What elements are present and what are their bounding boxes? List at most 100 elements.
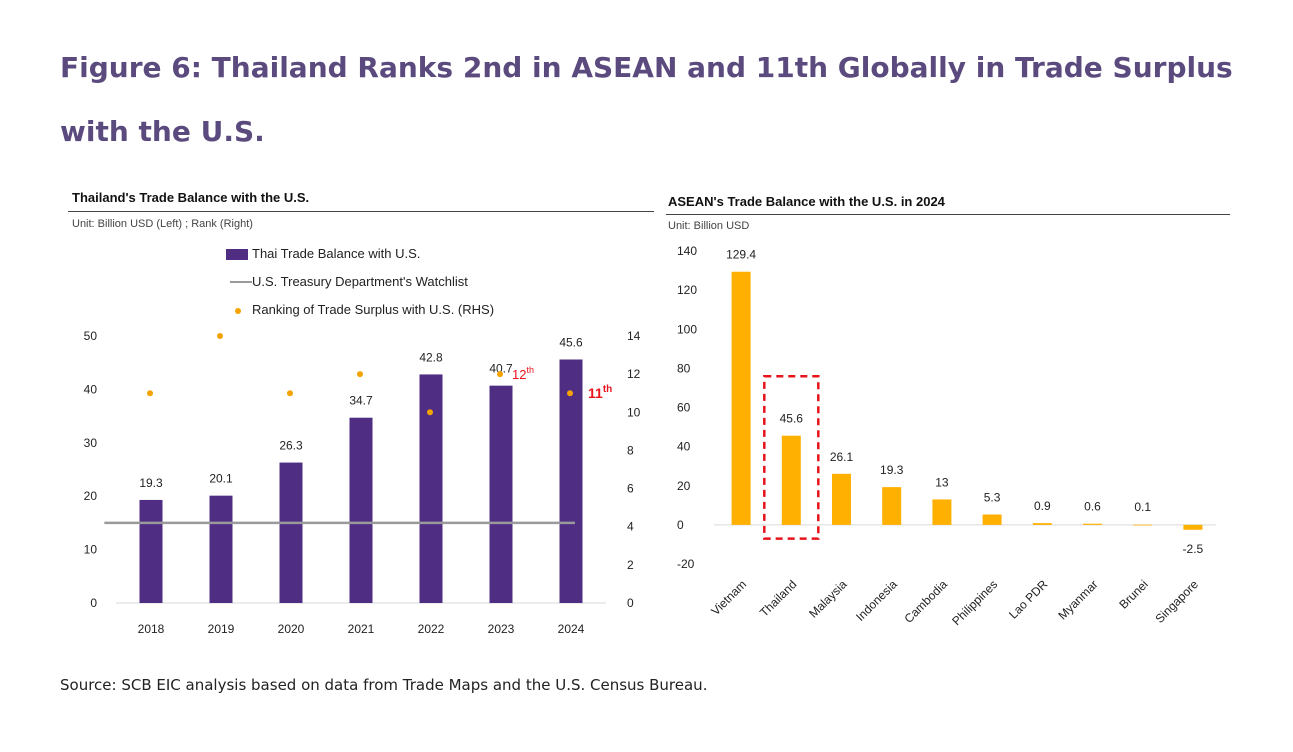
y-tick-label: 50 [84, 329, 98, 343]
y-tick-label: 10 [84, 543, 98, 557]
y-tick-label: 0 [90, 596, 97, 610]
bar-cambodia [932, 499, 952, 525]
y-tick-label: 40 [84, 382, 98, 396]
rank-dot-2018 [147, 390, 153, 397]
bar-value-label: 0.6 [1084, 500, 1101, 514]
bar-value-label: 129.4 [726, 248, 756, 262]
x-tick-label: 2019 [208, 622, 235, 636]
right-chart-plot: -20 0 20 40 60 80 100 120 140 129.4 45.6 26.1 19.3 13… [677, 244, 1216, 628]
x-tick-label: Vietnam [708, 577, 749, 618]
y-tick-label: 40 [677, 440, 691, 454]
bar-value-label: 13 [935, 475, 949, 489]
bar-brunei [1133, 524, 1153, 526]
y-tick-label: 20 [84, 489, 98, 503]
bar-malaysia [832, 473, 851, 525]
y2-tick-label: 12 [627, 367, 641, 381]
bar-thailand [781, 435, 801, 525]
bar-lao-pdr [1032, 523, 1052, 525]
rank-dot-2024 [567, 390, 573, 397]
bar-value-label: 45.6 [780, 412, 804, 426]
legend-label: U.S. Treasury Department's Watchlist [252, 274, 468, 289]
thailand-highlight-box [763, 374, 820, 540]
x-tick-label: Brunei [1116, 577, 1150, 611]
y2-tick-label: 8 [627, 443, 634, 457]
bar-2019 [209, 495, 233, 603]
x-tick-label: 2018 [138, 622, 165, 636]
left-chart-rule [68, 211, 654, 212]
y2-tick-label: 2 [627, 558, 634, 572]
bar-value-label: 19.3 [139, 476, 163, 490]
x-tick-label: Thailand [757, 577, 799, 619]
x-tick-label: Malaysia [806, 577, 850, 621]
figure-title: Figure 6: Thailand Ranks 2nd in ASEAN an… [60, 51, 1233, 148]
y-tick-label: 80 [677, 361, 691, 375]
bar-2023 [489, 385, 513, 603]
rank-annotation-number: 12 [512, 367, 526, 382]
legend-swatch-bar [226, 249, 248, 260]
bar-singapore [1183, 524, 1203, 530]
x-tick-label: Philippines [949, 577, 1000, 628]
x-tick-label: 2021 [348, 622, 375, 636]
bar-value-label: -2.5 [1183, 542, 1204, 556]
bar-2021 [349, 417, 373, 603]
bar-2024 [559, 359, 583, 603]
right-chart-rule [666, 214, 1230, 215]
bar-value-label: 34.7 [349, 394, 373, 408]
source-note: Source: SCB EIC analysis based on data f… [60, 676, 708, 694]
y-tick-label: 30 [84, 436, 98, 450]
rank-dot-2023 [497, 371, 503, 378]
y-tick-label: 140 [677, 244, 697, 258]
y2-tick-label: 10 [627, 405, 641, 419]
rank-dot-2019 [217, 333, 223, 339]
y2-tick-label: 0 [627, 596, 634, 610]
y2-tick-label: 6 [627, 482, 634, 496]
rank-dot-2021 [357, 371, 363, 378]
bar-value-label: 26.1 [830, 450, 854, 464]
bar-value-label: 45.6 [559, 335, 583, 349]
bar-philippines [982, 514, 1002, 525]
x-tick-label: Lao PDR [1006, 577, 1051, 622]
bar-2018 [139, 499, 163, 603]
bar-value-label: 42.8 [419, 350, 443, 364]
bar-value-label: 5.3 [984, 491, 1001, 505]
bar-value-label: 19.3 [880, 463, 904, 477]
bar-value-label: 40.7 [489, 362, 513, 376]
x-tick-label: Cambodia [901, 577, 950, 626]
rank-annotation-2024: 11th [588, 384, 612, 401]
y-tick-label: 0 [677, 518, 684, 532]
x-tick-label: 2020 [278, 622, 305, 636]
left-chart-title: Thailand's Trade Balance with the U.S. [72, 190, 310, 205]
x-tick-label: 2022 [418, 622, 445, 636]
bar-vietnam [731, 271, 751, 525]
left-chart-unit: Unit: Billion USD (Left) ; Rank (Right) [72, 218, 253, 230]
bar-2020 [279, 462, 303, 603]
legend-swatch-line [230, 281, 252, 283]
rank-annotation-2023: 12th [512, 365, 534, 382]
x-tick-label: Singapore [1152, 577, 1201, 626]
y2-tick-label: 4 [627, 520, 634, 534]
bar-value-label: 0.9 [1034, 499, 1051, 513]
bar-2022 [419, 374, 443, 603]
y-tick-label: 20 [677, 479, 691, 493]
x-tick-label: Myanmar [1055, 577, 1100, 622]
bar-value-label: 20.1 [209, 472, 233, 486]
y-tick-label: 100 [677, 322, 697, 336]
rank-annotation-suffix: th [526, 365, 534, 375]
rank-annotation-suffix: th [603, 384, 612, 395]
x-tick-label: Indonesia [853, 577, 900, 624]
y-tick-label: 60 [677, 401, 691, 415]
y-tick-label: -20 [677, 557, 695, 571]
y2-tick-label: 14 [627, 329, 641, 343]
bar-indonesia [882, 487, 902, 525]
x-tick-label: 2024 [558, 622, 585, 636]
bar-myanmar [1083, 523, 1102, 525]
y-tick-label: 120 [677, 283, 697, 297]
rank-dot-2020 [287, 390, 293, 397]
rank-dot-2022 [427, 409, 433, 416]
right-chart-unit: Unit: Billion USD [668, 220, 750, 232]
bar-value-label: 26.3 [279, 439, 303, 453]
legend-label: Ranking of Trade Surplus with U.S. (RHS) [252, 302, 495, 317]
left-chart-plot: 0 10 20 30 40 50 0 2 4 6 8 10 12 14 19.3 20.1 26.3 34.7 42… [84, 329, 641, 636]
legend-swatch-dot [235, 308, 241, 314]
x-tick-label: 2023 [488, 622, 515, 636]
